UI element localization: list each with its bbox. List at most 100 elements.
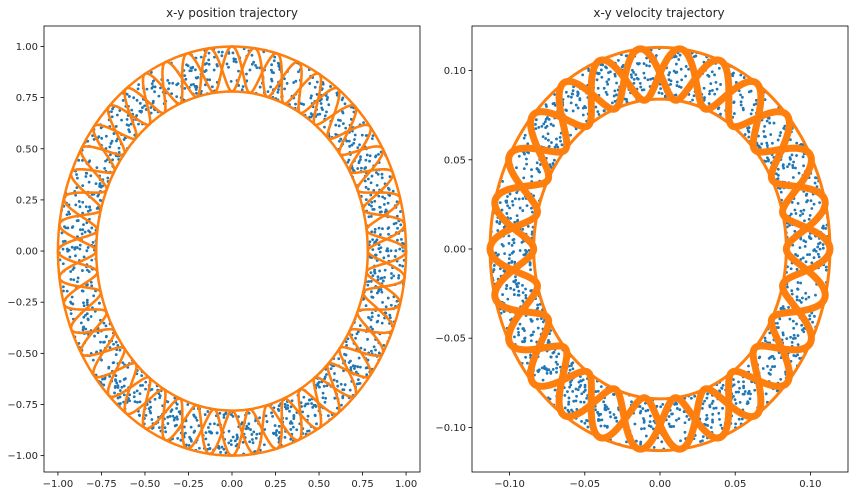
blue-point [369, 181, 373, 185]
blue-point [77, 158, 81, 162]
blue-point [555, 366, 559, 370]
blue-point [272, 59, 276, 63]
blue-point [208, 422, 212, 426]
blue-point [302, 103, 306, 106]
blue-point [544, 137, 548, 140]
blue-point [85, 312, 89, 316]
blue-point [582, 400, 586, 404]
blue-point [103, 167, 107, 170]
blue-point [683, 430, 687, 434]
blue-point [772, 357, 776, 361]
blue-point [120, 118, 123, 122]
blue-point [337, 139, 341, 143]
blue-point [526, 361, 529, 365]
blue-point [227, 429, 231, 433]
x-tick-label: 0.75 [351, 479, 373, 490]
blue-point [783, 124, 787, 128]
blue-point [717, 66, 721, 70]
blue-point [323, 114, 327, 118]
blue-point [395, 299, 399, 303]
blue-point [197, 424, 201, 428]
blue-point [137, 83, 141, 87]
blue-point [369, 318, 373, 322]
blue-point [147, 407, 151, 411]
blue-point [369, 271, 373, 275]
blue-point [607, 77, 611, 81]
blue-point [523, 339, 527, 343]
blue-point [746, 401, 750, 405]
blue-point [816, 252, 820, 256]
blue-point [611, 101, 614, 105]
blue-point [69, 277, 73, 281]
blue-point [112, 342, 115, 346]
blue-point [74, 254, 77, 258]
blue-point [667, 415, 671, 418]
blue-point [808, 253, 812, 256]
blue-point [140, 109, 143, 113]
blue-point [647, 424, 651, 428]
blue-point [157, 426, 161, 430]
blue-point [791, 319, 795, 323]
blue-point [757, 145, 761, 149]
blue-point [358, 365, 362, 369]
blue-point [815, 185, 819, 189]
blue-point [176, 82, 180, 86]
blue-point [313, 413, 317, 417]
blue-point [339, 137, 343, 141]
blue-point [644, 434, 648, 438]
blue-point [285, 81, 289, 85]
blue-point [554, 360, 558, 364]
blue-point [321, 396, 325, 400]
blue-point [517, 197, 521, 201]
blue-point [675, 80, 679, 84]
blue-point [250, 53, 254, 57]
blue-point [340, 403, 343, 407]
blue-point [385, 249, 389, 253]
orange-series [486, 45, 834, 453]
blue-point [536, 303, 540, 307]
blue-point [247, 422, 251, 426]
blue-point [821, 243, 825, 246]
blue-point [111, 361, 115, 365]
blue-point [310, 94, 313, 98]
blue-point [80, 232, 84, 236]
blue-point [581, 73, 585, 77]
blue-point [271, 414, 274, 418]
blue-point [386, 247, 389, 251]
blue-point [551, 367, 555, 371]
blue-point [273, 424, 277, 427]
y-tick-label: 0.00 [444, 245, 466, 256]
x-tick-label: 0.00 [649, 479, 671, 490]
blue-point [78, 228, 82, 232]
blue-point [222, 447, 226, 451]
blue-point [158, 394, 162, 398]
blue-point [659, 87, 663, 91]
y-axis: 0.10 0.05 0.00 −0.05 −0.10 [435, 66, 472, 434]
blue-point [679, 86, 683, 89]
blue-point [738, 400, 742, 404]
blue-point [112, 132, 116, 135]
blue-point [108, 374, 112, 378]
blue-point [168, 414, 172, 418]
blue-point [377, 314, 380, 317]
blue-point [571, 367, 575, 371]
blue-point [212, 68, 216, 72]
blue-point [798, 246, 802, 250]
blue-point [353, 364, 357, 368]
blue-point [137, 413, 141, 417]
blue-point [564, 108, 568, 112]
blue-point [613, 99, 617, 103]
blue-point [381, 227, 384, 231]
blue-point [528, 261, 532, 264]
blue-point [388, 316, 392, 320]
blue-point [170, 92, 174, 96]
blue-point [813, 181, 817, 185]
blue-point [340, 98, 344, 102]
blue-point [546, 341, 550, 345]
blue-point [288, 421, 292, 425]
blue-point [798, 356, 802, 360]
blue-point [732, 394, 735, 398]
blue-point [788, 223, 791, 227]
blue-point [513, 197, 517, 201]
blue-point [108, 145, 112, 149]
